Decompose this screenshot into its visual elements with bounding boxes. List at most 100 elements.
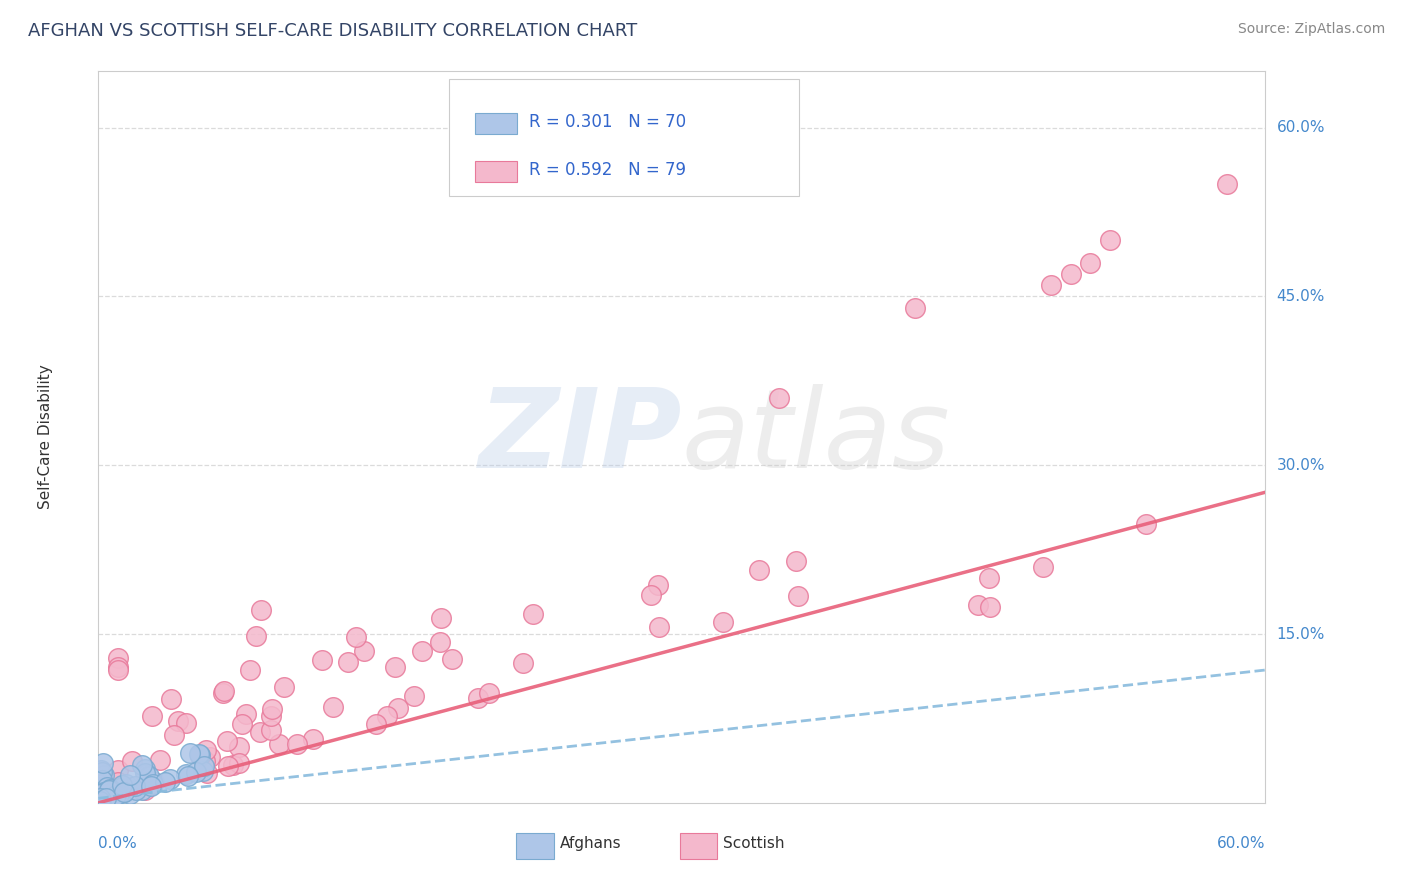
Point	[1135, 516, 1157, 531]
Point	[101, 791, 124, 805]
Point	[143, 774, 166, 789]
Point	[94, 785, 117, 799]
Point	[89, 787, 111, 801]
Point	[90, 792, 112, 806]
Point	[174, 767, 197, 781]
Point	[245, 629, 267, 643]
Point	[134, 783, 156, 797]
Point	[98, 785, 121, 799]
Point	[1060, 267, 1083, 281]
Point	[440, 652, 463, 666]
Point	[163, 728, 186, 742]
Point	[711, 615, 734, 630]
Point	[93, 785, 115, 799]
Point	[90, 777, 112, 791]
Point	[249, 603, 271, 617]
Point	[375, 709, 398, 723]
Point	[121, 754, 143, 768]
Point	[134, 766, 156, 780]
Point	[478, 686, 501, 700]
Text: 15.0%: 15.0%	[1277, 626, 1324, 641]
Point	[787, 590, 810, 604]
Point	[977, 571, 1000, 585]
Point	[1032, 559, 1054, 574]
Text: 60.0%: 60.0%	[1218, 836, 1265, 851]
Point	[142, 776, 165, 790]
Text: 45.0%: 45.0%	[1277, 289, 1324, 304]
Point	[212, 684, 235, 698]
Point	[160, 692, 183, 706]
Point	[179, 746, 201, 760]
Text: atlas: atlas	[682, 384, 950, 491]
Point	[118, 768, 141, 782]
Point	[640, 587, 662, 601]
Point	[131, 758, 153, 772]
Point	[748, 564, 770, 578]
Point	[430, 611, 453, 625]
Point	[98, 783, 121, 797]
Point	[166, 714, 188, 729]
Point	[387, 701, 409, 715]
Point	[159, 772, 181, 786]
Point	[101, 787, 124, 801]
Point	[231, 717, 253, 731]
Point	[235, 706, 257, 721]
Point	[966, 599, 988, 613]
Point	[131, 782, 153, 797]
Text: Afghans: Afghans	[560, 836, 621, 851]
Point	[90, 793, 112, 807]
Point	[260, 702, 283, 716]
Point	[1080, 255, 1102, 269]
Point	[91, 773, 114, 788]
Point	[89, 794, 111, 808]
Point	[191, 764, 214, 778]
Point	[90, 763, 112, 777]
Point	[228, 756, 250, 770]
Point	[93, 790, 115, 805]
Point	[148, 753, 170, 767]
Point	[97, 787, 120, 801]
Point	[200, 750, 222, 764]
Point	[108, 787, 131, 801]
Point	[141, 709, 163, 723]
Point	[93, 768, 115, 782]
Point	[112, 784, 135, 798]
Point	[648, 620, 671, 634]
Point	[111, 780, 134, 795]
Point	[104, 789, 127, 803]
Point	[125, 782, 148, 797]
Point	[93, 780, 115, 794]
Point	[98, 786, 121, 800]
Point	[273, 681, 295, 695]
Point	[193, 759, 215, 773]
Point	[429, 635, 451, 649]
FancyBboxPatch shape	[475, 161, 517, 182]
Point	[222, 758, 245, 772]
Point	[107, 763, 129, 777]
Point	[135, 766, 157, 780]
Point	[322, 699, 344, 714]
Point	[239, 663, 262, 677]
Point	[98, 782, 121, 797]
Point	[107, 663, 129, 677]
Point	[90, 785, 112, 799]
Point	[188, 749, 211, 764]
Point	[107, 650, 129, 665]
Point	[90, 794, 112, 808]
Point	[1098, 233, 1121, 247]
Point	[195, 765, 218, 780]
Point	[228, 740, 250, 755]
Point	[89, 790, 111, 805]
FancyBboxPatch shape	[449, 78, 799, 195]
Text: R = 0.301   N = 70: R = 0.301 N = 70	[529, 112, 686, 131]
Point	[785, 553, 807, 567]
Point	[107, 786, 129, 800]
Text: Source: ZipAtlas.com: Source: ZipAtlas.com	[1237, 22, 1385, 37]
Point	[111, 779, 134, 793]
Point	[215, 734, 238, 748]
Point	[522, 607, 544, 621]
Point	[647, 578, 669, 592]
Point	[138, 769, 160, 783]
Point	[311, 653, 333, 667]
Point	[1040, 278, 1063, 293]
